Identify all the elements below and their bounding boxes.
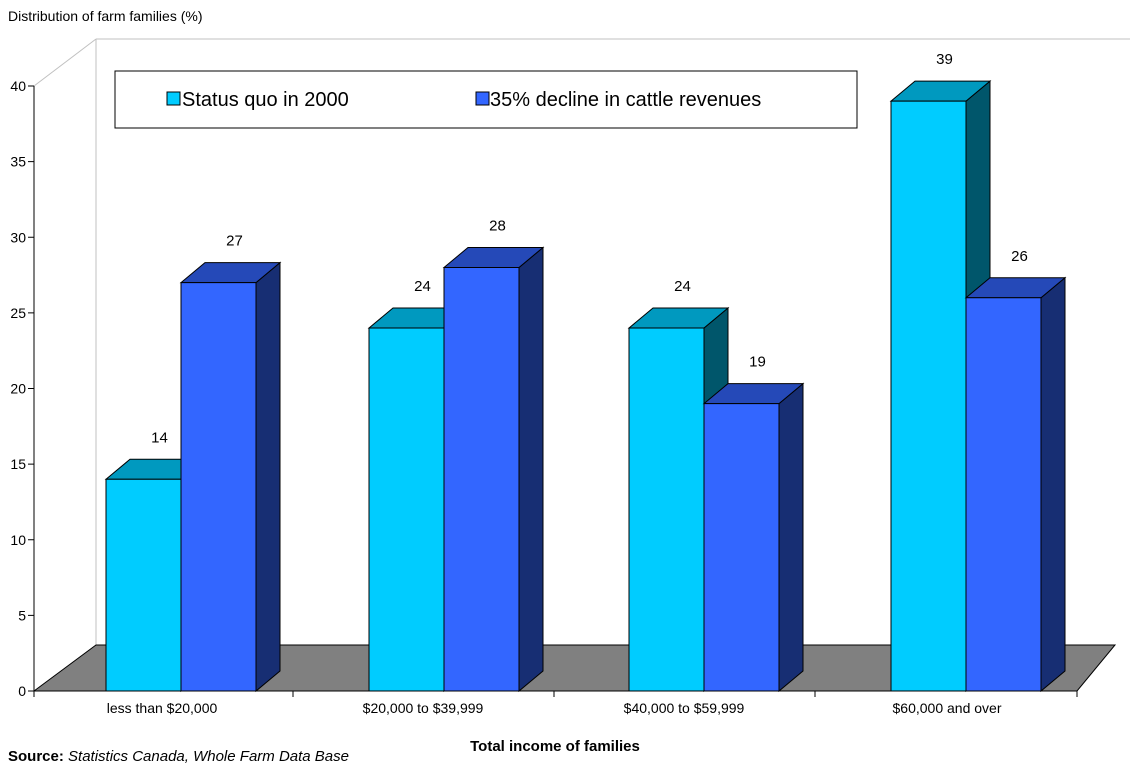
bar-front-face: [105, 478, 182, 692]
bar-35-decline-in-cattle-revenues-40-000-to-59-999: [702, 382, 805, 693]
category-labels: less than $20,000 $20,000 to $39,999 $40,0…: [107, 700, 1002, 716]
y-tick-label-40: 40: [10, 78, 26, 94]
bar-35-decline-in-cattle-revenues-less-than-20-000: [179, 261, 282, 693]
y-tick-label-30: 30: [10, 229, 26, 245]
bar-side-face: [778, 382, 804, 693]
legend-swatch-status-quo: [166, 91, 181, 106]
bar-front-face: [628, 327, 705, 692]
value-label-35-decline-in-cattle-revenues-40-000-to-59-999: 19: [749, 354, 766, 371]
source-label: Source:: [8, 748, 64, 765]
source-note: Source: Statistics Canada, Whole Farm Da…: [8, 748, 349, 765]
y-tick-label-10: 10: [10, 532, 26, 548]
category-label-60-000-and-over: $60,000 and over: [893, 700, 1002, 716]
category-label-less-than-20-000: less than $20,000: [107, 700, 218, 716]
y-tick-label-5: 5: [18, 607, 26, 623]
y-axis-title: Distribution of farm families (%): [8, 8, 203, 24]
y-tick-label-15: 15: [10, 456, 26, 472]
source-text: Statistics Canada, Whole Farm Data Base: [68, 748, 349, 765]
bar-front-face: [703, 403, 780, 692]
bar-front-face: [180, 282, 257, 692]
y-tick-label-20: 20: [10, 381, 26, 397]
value-label-35-decline-in-cattle-revenues-20-000-to-39-999: 28: [489, 218, 506, 235]
bar-side-face: [518, 246, 544, 693]
bar-side-face: [1040, 276, 1066, 693]
back-wall: [33, 38, 1130, 645]
value-label-35-decline-in-cattle-revenues-less-than-20-000: 27: [226, 233, 243, 250]
value-labels: 14 27 24 28 24 19 39 26: [151, 51, 1028, 446]
category-label-20-000-to-39-999: $20,000 to $39,999: [363, 700, 484, 716]
y-tick-label-0: 0: [18, 683, 26, 699]
bar-35-decline-in-cattle-revenues-60-000-and-over: [964, 276, 1067, 693]
bar-front-face: [443, 267, 520, 692]
bar-35-decline-in-cattle-revenues-20-000-to-39-999: [442, 246, 545, 693]
bar-front-face: [890, 100, 967, 692]
x-axis-ticks: [33, 691, 1078, 697]
bars: [104, 80, 1067, 693]
category-label-40-000-to-59-999: $40,000 to $59,999: [624, 700, 745, 716]
value-label-status-quo-in-2000-20-000-to-39-999: 24: [414, 278, 431, 295]
value-label-status-quo-in-2000-less-than-20-000: 14: [151, 429, 168, 446]
y-axis-ticks: 0 5 10 15 20 25 30 35 40: [10, 78, 34, 699]
value-label-status-quo-in-2000-40-000-to-59-999: 24: [674, 278, 691, 295]
value-label-status-quo-in-2000-60-000-and-over: 39: [936, 51, 953, 68]
y-tick-label-25: 25: [10, 305, 26, 321]
x-axis-title: Total income of families: [470, 738, 640, 755]
back-wall-depth-edge: [33, 38, 97, 87]
value-label-35-decline-in-cattle-revenues-60-000-and-over: 26: [1011, 248, 1028, 265]
legend-label-cattle-decline: 35% decline in cattle revenues: [490, 89, 761, 111]
bar-side-face: [255, 261, 281, 693]
y-tick-label-35: 35: [10, 154, 26, 170]
legend: Status quo in 2000 35% decline in cattle…: [114, 70, 858, 129]
bar-front-face: [368, 327, 445, 692]
legend-label-status-quo: Status quo in 2000: [182, 89, 349, 111]
bar-front-face: [965, 297, 1042, 692]
legend-swatch-cattle-decline: [475, 91, 490, 106]
